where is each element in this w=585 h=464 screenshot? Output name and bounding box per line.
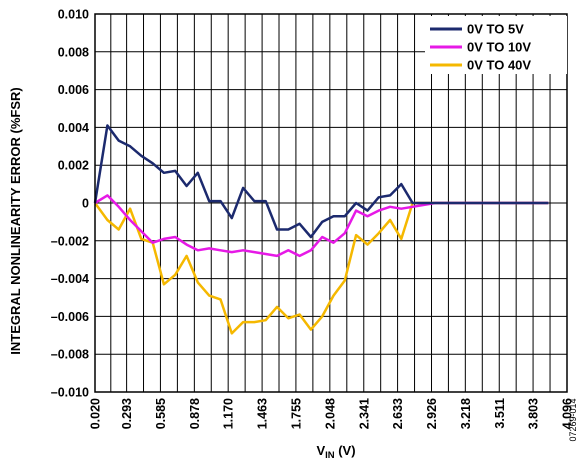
y-tick-label: 0.002 xyxy=(58,159,89,173)
x-axis-label-sub: IN xyxy=(325,450,335,461)
y-tick-label: 0.006 xyxy=(58,83,89,97)
x-tick-label: 2.048 xyxy=(323,398,337,429)
y-tick-label: –0.008 xyxy=(51,348,89,362)
x-tick-label: 4.096 xyxy=(561,398,575,429)
x-tick-label: 3.803 xyxy=(527,398,541,429)
y-tick-label: –0.010 xyxy=(51,386,89,400)
y-tick-label: 0 xyxy=(82,197,89,211)
y-tick-label: 0.010 xyxy=(58,8,89,22)
x-axis-label-main: V xyxy=(316,443,325,458)
x-tick-label: 1.755 xyxy=(289,398,303,429)
x-tick-label: 0.585 xyxy=(154,398,168,429)
legend-label: 0V TO 40V xyxy=(467,58,531,73)
x-tick-label: 3.218 xyxy=(459,398,473,429)
y-tick-label: 0.008 xyxy=(58,45,89,59)
y-tick-label: 0.004 xyxy=(58,121,89,135)
legend-label: 0V TO 5V xyxy=(467,22,524,37)
y-tick-label: –0.002 xyxy=(51,234,89,248)
series-line-0v-to-10v xyxy=(94,194,549,258)
y-tick-labels: –0.010 –0.008 –0.006 –0.004 –0.002 0 0.002 0.00… xyxy=(51,8,89,400)
x-tick-label: 0.293 xyxy=(120,398,134,429)
x-tick-label: 2.926 xyxy=(425,398,439,429)
figure-id: 07269-014 xyxy=(568,398,578,441)
x-tick-label: 2.341 xyxy=(357,398,371,429)
plot-frame xyxy=(94,13,568,393)
x-tick-label: 2.633 xyxy=(391,398,405,429)
x-tick-label: 0.878 xyxy=(188,398,202,429)
y-tick-label: –0.004 xyxy=(51,272,89,286)
y-axis-label: INTEGRAL NONLINEARITY ERROR (%FSR) xyxy=(8,87,23,354)
x-tick-labels: 0.020 0.293 0.585 0.878 1.170 1.463 1.755 2.048… xyxy=(89,398,575,429)
x-axis-label: VIN (V) xyxy=(316,443,355,461)
x-tick-label: 1.170 xyxy=(222,398,236,429)
y-tick-label: –0.006 xyxy=(51,310,89,324)
series-group xyxy=(93,124,549,335)
legend-label: 0V TO 10V xyxy=(467,40,531,55)
series-line-0v-to-5v xyxy=(93,124,549,239)
x-tick-label: 3.511 xyxy=(493,398,507,429)
legend: 0V TO 5V 0V TO 10V 0V TO 40V xyxy=(425,16,567,74)
x-tick-label: 0.020 xyxy=(89,398,103,429)
x-tick-label: 1.463 xyxy=(256,398,270,429)
x-axis-label-suffix: (V) xyxy=(335,443,356,458)
